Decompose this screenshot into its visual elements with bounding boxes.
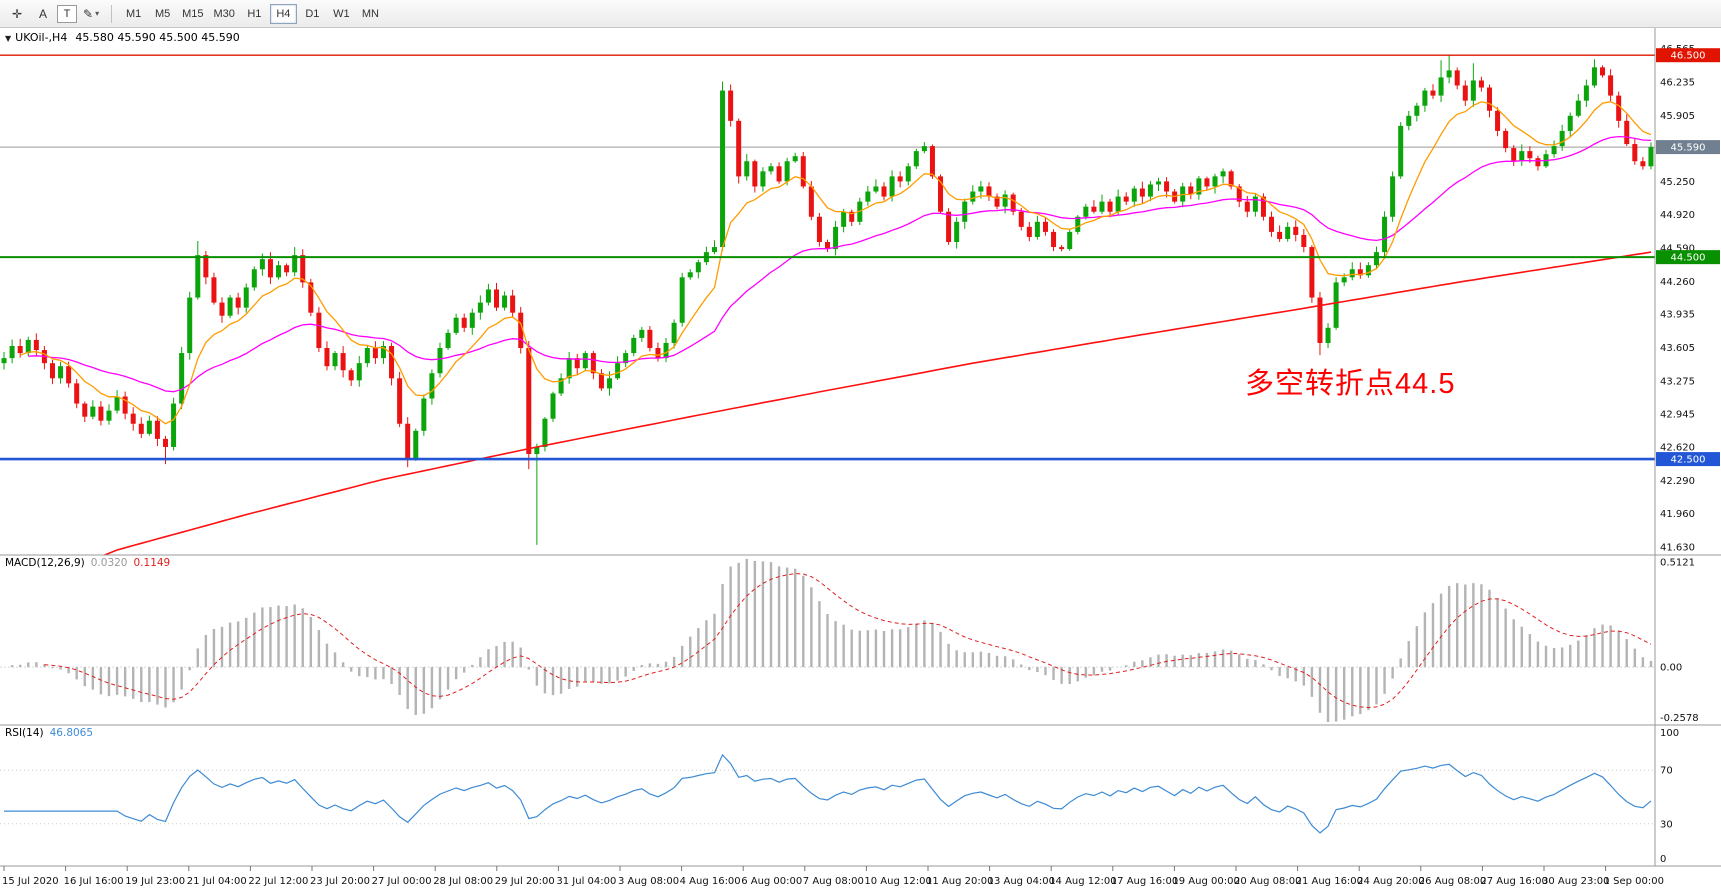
chart-area: 46.56546.23545.90545.25044.92044.59044.2… (0, 28, 1721, 894)
crosshair-button[interactable]: ✛ (5, 3, 29, 24)
price-axis-label: 46.235 (1660, 77, 1695, 88)
timeframe-m5-button[interactable]: M5 (149, 4, 176, 24)
time-axis-label: 1 Sep 00:00 (1604, 876, 1664, 887)
macd-name: MACD(12,26,9) (5, 557, 85, 569)
rsi-axis-label: 0 (1660, 854, 1666, 865)
time-axis-label: 22 Jul 12:00 (248, 876, 308, 887)
time-axis-label: 7 Aug 08:00 (803, 876, 864, 887)
time-axis-label: 26 Aug 08:00 (1419, 876, 1486, 887)
rsi-axis-label: 70 (1660, 766, 1673, 777)
time-axis-label: 19 Jul 23:00 (125, 876, 185, 887)
price-axis-label: 44.590 (1660, 244, 1695, 255)
timeframe-w1-button[interactable]: W1 (328, 4, 355, 24)
timeframe-d1-button[interactable]: D1 (299, 4, 326, 24)
symbol-period-label: UKOil-,H4 (15, 31, 68, 44)
panel-separators (0, 28, 1721, 867)
collapse-triangle-icon: ▼ (5, 34, 12, 43)
timeframe-m15-button[interactable]: M15 (178, 4, 207, 24)
time-axis-label: 30 Aug 23:00 (1542, 876, 1609, 887)
macd-axis-label: 0.5121 (1660, 558, 1695, 569)
macd-indicator-label: MACD(12,26,9) 0.0320 0.1149 (5, 557, 170, 569)
price-scale[interactable]: 46.56546.23545.90545.25044.92044.59044.2… (1656, 44, 1720, 865)
price-axis-label: 41.960 (1660, 509, 1695, 520)
rsi-axis-label: 30 (1660, 819, 1673, 830)
chart-caption: ▼ UKOil-,H4 45.580 45.590 45.500 45.590 (5, 31, 240, 44)
price-axis-label: 43.275 (1660, 376, 1695, 387)
macd-panel[interactable] (0, 558, 1655, 722)
time-axis-label: 24 Aug 20:00 (1357, 876, 1424, 887)
chevron-down-icon: ▾ (95, 9, 100, 18)
timeframe-m1-button[interactable]: M1 (120, 4, 147, 24)
timeframe-h1-button[interactable]: H1 (241, 4, 268, 24)
price-badge: 44.500 (1656, 250, 1720, 265)
svg-text:46.500: 46.500 (1671, 51, 1706, 62)
main-price-panel[interactable] (0, 54, 1655, 595)
toolbar-separator (111, 4, 113, 23)
time-axis-label: 31 Jul 04:00 (556, 876, 616, 887)
time-axis-label: 6 Aug 00:00 (741, 876, 802, 887)
time-axis-label: 16 Jul 16:00 (64, 876, 124, 887)
text-tool-button[interactable]: T (57, 4, 77, 23)
macd-axis-label: 0.00 (1660, 663, 1682, 674)
price-axis-label: 44.260 (1660, 277, 1695, 288)
crosshair-icon: ✛ (11, 6, 23, 21)
price-axis-label: 41.630 (1660, 542, 1695, 553)
rsi-value: 46.8065 (49, 727, 94, 739)
price-axis-label: 42.290 (1660, 476, 1695, 487)
time-axis-label: 13 Aug 04:00 (988, 876, 1055, 887)
price-axis-label: 44.920 (1660, 210, 1695, 221)
macd-main-value: 0.0320 (90, 557, 128, 569)
time-axis-label: 28 Jul 08:00 (433, 876, 493, 887)
time-axis-label: 29 Jul 20:00 (495, 876, 555, 887)
time-axis-label: 10 Aug 12:00 (864, 876, 931, 887)
price-axis-label: 45.905 (1660, 111, 1695, 122)
draw-tools-button[interactable]: ✎ ▾ (79, 3, 103, 24)
time-axis-label: 3 Aug 08:00 (618, 876, 679, 887)
time-axis-label: 17 Aug 16:00 (1111, 876, 1178, 887)
time-axis-label: 27 Aug 16:00 (1480, 876, 1547, 887)
time-axis[interactable]: 15 Jul 2020 16 Jul 16:00 19 Jul 23:00 21 Ju… (2, 866, 1664, 887)
rsi-name: RSI(14) (5, 727, 44, 739)
svg-text:44.500: 44.500 (1671, 253, 1706, 264)
macd-axis-label: -0.2578 (1660, 713, 1699, 724)
toolbar: ✛ A T ✎ ▾ M1 M5 M15 M30 H1 H4 D1 W1 MN (0, 0, 1721, 28)
timeframe-m30-button[interactable]: M30 (209, 4, 238, 24)
time-axis-label: 21 Aug 16:00 (1296, 876, 1363, 887)
svg-text:42.500: 42.500 (1671, 455, 1706, 466)
price-badge: 46.500 (1656, 48, 1720, 63)
time-axis-label: 11 Aug 20:00 (926, 876, 993, 887)
text-label-button[interactable]: A (31, 3, 55, 24)
time-axis-label: 4 Aug 16:00 (680, 876, 741, 887)
time-axis-label: 27 Jul 00:00 (372, 876, 432, 887)
time-axis-label: 19 Aug 00:00 (1172, 876, 1239, 887)
time-axis-label: 20 Aug 08:00 (1234, 876, 1301, 887)
timeframe-mn-button[interactable]: MN (357, 4, 384, 24)
price-badge: 45.590 (1656, 140, 1720, 155)
time-axis-label: 14 Aug 12:00 (1049, 876, 1116, 887)
candles-layer (1, 55, 1654, 545)
rsi-indicator-label: RSI(14) 46.8065 (5, 727, 93, 739)
text-tool-icon: T (63, 7, 71, 20)
macd-signal-value: 0.1149 (133, 557, 171, 569)
timeframe-h4-button[interactable]: H4 (269, 3, 297, 24)
time-axis-label: 23 Jul 20:00 (310, 876, 370, 887)
rsi-axis-label: 100 (1660, 728, 1679, 739)
price-badge: 42.500 (1656, 452, 1720, 467)
chart-canvas[interactable]: 46.56546.23545.90545.25044.92044.59044.2… (0, 28, 1721, 894)
text-label-icon: A (38, 6, 47, 21)
ohlc-values: 45.580 45.590 45.500 45.590 (75, 31, 240, 44)
svg-text:45.590: 45.590 (1671, 143, 1706, 154)
price-axis-label: 43.935 (1660, 310, 1695, 321)
pencil-icon: ✎ (83, 6, 94, 21)
chart-text-annotation: 多空转折点44.5 (1245, 368, 1456, 400)
rsi-panel[interactable] (0, 753, 1655, 834)
price-axis-label: 42.945 (1660, 410, 1695, 421)
time-axis-label: 21 Jul 04:00 (187, 876, 247, 887)
price-axis-label: 42.620 (1660, 442, 1695, 453)
price-axis-label: 43.605 (1660, 343, 1695, 354)
price-axis-label: 45.250 (1660, 177, 1695, 188)
time-axis-label: 15 Jul 2020 (2, 876, 59, 887)
